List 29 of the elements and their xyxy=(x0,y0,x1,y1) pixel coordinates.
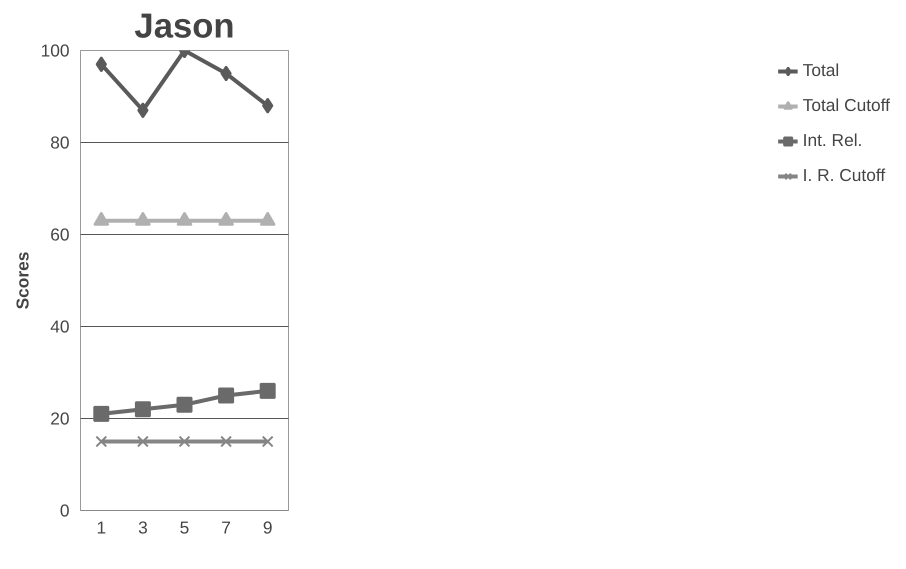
chart-title: Jason xyxy=(134,8,235,46)
x-tick-label: 7 xyxy=(221,518,231,538)
legend-label: Total Cutoff xyxy=(802,95,890,116)
point xyxy=(178,436,190,448)
legend-label: Total xyxy=(802,60,840,81)
y-tick-label: 60 xyxy=(50,224,70,244)
x-tick-label: 5 xyxy=(180,518,190,538)
x-tick-label: 3 xyxy=(138,518,148,538)
point xyxy=(95,436,108,448)
point xyxy=(218,388,234,404)
y-tick-label: 20 xyxy=(50,408,70,428)
legend-label: Int. Rel. xyxy=(802,130,862,151)
x-tick-label: 9 xyxy=(262,518,273,538)
point xyxy=(93,406,110,422)
point xyxy=(262,436,274,448)
point xyxy=(136,436,149,448)
point xyxy=(134,401,151,418)
y-tick-label: 40 xyxy=(50,316,70,336)
point xyxy=(260,382,276,399)
point xyxy=(220,66,232,82)
y-tick-label: 80 xyxy=(50,132,70,152)
legend-label: I. R. Cutoff xyxy=(802,165,886,186)
point xyxy=(137,102,149,118)
x-tick-label: 1 xyxy=(96,518,106,538)
y-tick-label: 0 xyxy=(60,500,70,520)
y-axis-title: Scores xyxy=(12,252,33,310)
y-tick-label: 100 xyxy=(40,40,70,60)
point xyxy=(176,396,192,413)
point xyxy=(220,436,232,448)
